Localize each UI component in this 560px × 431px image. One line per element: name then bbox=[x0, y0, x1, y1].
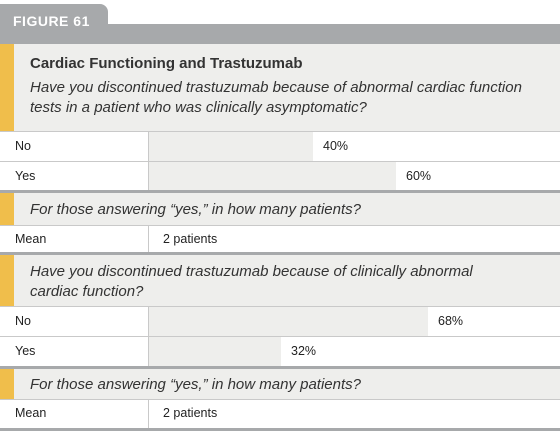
bar-2-yes bbox=[149, 337, 281, 366]
q1-mean-label: Mean bbox=[15, 232, 47, 246]
q2-mean-label: Mean bbox=[15, 406, 47, 420]
accent-bar bbox=[0, 44, 14, 131]
row-divider bbox=[0, 399, 560, 400]
followup-block-1 bbox=[0, 193, 560, 225]
accent-bar bbox=[0, 193, 14, 225]
column-divider bbox=[148, 400, 149, 428]
value-label-2-no: 68% bbox=[438, 314, 464, 328]
followup-question-2: For those answering “yes,” in how many p… bbox=[30, 376, 361, 393]
q1-label-yes: Yes bbox=[15, 169, 36, 183]
section-separator bbox=[0, 190, 560, 193]
question-1: Have you discontinued trastuzumab becaus… bbox=[30, 79, 522, 116]
value-label-1-no: 40% bbox=[323, 139, 349, 153]
value-label-1-yes: 60% bbox=[406, 169, 432, 183]
bottom-border bbox=[0, 428, 560, 431]
row-divider bbox=[0, 306, 560, 307]
question-block-1 bbox=[0, 44, 560, 131]
accent-bar bbox=[0, 255, 14, 306]
header-bar bbox=[0, 24, 560, 44]
question-2-line-1: Have you discontinued trastuzumab becaus… bbox=[30, 263, 473, 280]
row-divider bbox=[0, 336, 560, 337]
bar-1-yes bbox=[149, 162, 396, 191]
figure-label: FIGURE 61 bbox=[13, 13, 90, 29]
question-2-line-2: cardiac function? bbox=[30, 283, 144, 300]
followup-block-2 bbox=[0, 369, 560, 399]
bar-1-no bbox=[149, 132, 313, 161]
q1-mean-value: 2 patients bbox=[163, 232, 218, 246]
figure-title: Cardiac Functioning and Trastuzumab bbox=[30, 55, 303, 72]
value-label-2-yes: 32% bbox=[291, 344, 317, 358]
row-divider bbox=[0, 131, 560, 132]
section-separator bbox=[0, 366, 560, 369]
figure-tab: FIGURE 61 bbox=[0, 4, 108, 34]
q1-label-no: No bbox=[15, 139, 31, 153]
q2-mean-value: 2 patients bbox=[163, 406, 218, 420]
row-divider bbox=[0, 161, 560, 162]
row-divider bbox=[0, 225, 560, 226]
question-block-2 bbox=[0, 255, 560, 306]
bar-2-no bbox=[149, 307, 428, 336]
q2-label-no: No bbox=[15, 314, 31, 328]
q2-label-yes: Yes bbox=[15, 344, 36, 358]
section-separator bbox=[0, 252, 560, 255]
followup-question-1: For those answering “yes,” in how many p… bbox=[30, 201, 361, 218]
accent-bar bbox=[0, 369, 14, 399]
column-divider bbox=[148, 226, 149, 252]
